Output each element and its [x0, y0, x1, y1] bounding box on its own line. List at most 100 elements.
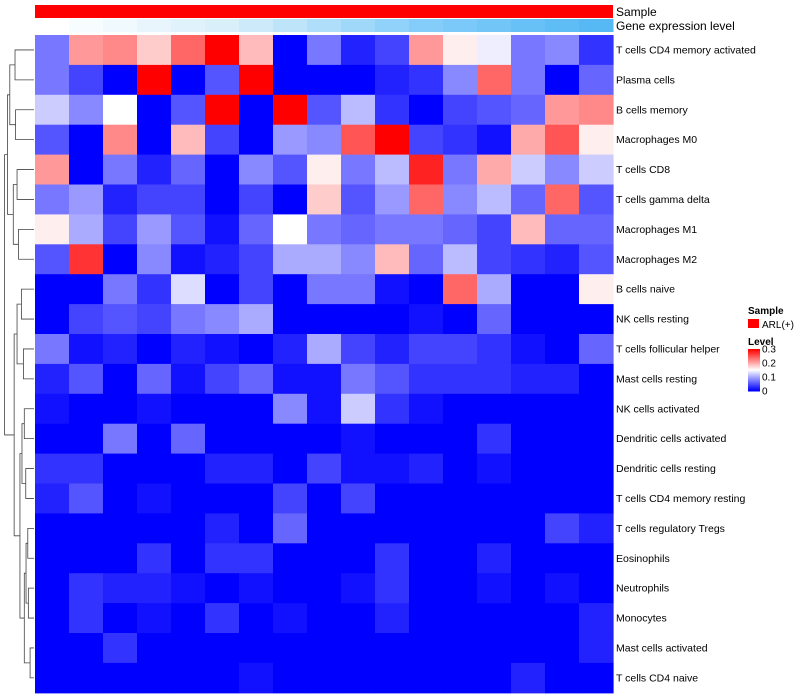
heatmap-cell — [307, 662, 342, 694]
heatmap-cell — [137, 393, 172, 425]
heatmap-cell — [375, 423, 410, 455]
legend-colorbar-step — [748, 386, 760, 388]
dendrogram-branch — [23, 408, 34, 440]
heatmap-cell — [307, 154, 342, 186]
heatmap-cell — [579, 363, 614, 395]
legend-colorbar-step — [748, 351, 760, 353]
heatmap-cell — [375, 154, 410, 186]
heatmap-cell — [205, 64, 240, 96]
heatmap-cell — [205, 603, 240, 634]
heatmap-cell — [477, 184, 512, 215]
heatmap-cell — [103, 603, 138, 634]
heatmap-cell — [273, 64, 308, 96]
heatmap-cell — [375, 543, 410, 574]
heatmap-cell — [477, 603, 512, 634]
heatmap-cell — [409, 304, 444, 335]
dendrogram-branch — [23, 348, 34, 380]
dendrogram-branch — [16, 303, 24, 365]
heatmap-cell — [341, 633, 376, 664]
heatmap-cell — [273, 453, 308, 485]
dendrogram-branch — [4, 154, 15, 436]
heatmap-cell — [579, 64, 614, 96]
heatmap-cell — [239, 483, 274, 514]
heatmap-cell — [341, 573, 376, 604]
heatmap-cell — [375, 94, 410, 126]
heatmap-cell — [511, 334, 546, 365]
heatmap-cell — [341, 124, 376, 156]
heatmap-cell — [137, 35, 172, 66]
heatmap-cell — [579, 304, 614, 335]
heatmap-cell — [239, 334, 274, 365]
legend-colorbar-step — [748, 355, 760, 357]
legend-colorbar-step — [748, 380, 760, 382]
expression-annotation-cell — [103, 19, 138, 32]
heatmap-cell — [443, 393, 478, 425]
heatmap-cell — [69, 64, 104, 96]
expression-annotation-cell — [477, 19, 512, 32]
heatmap-cell — [511, 423, 546, 455]
heatmap-cell — [239, 154, 274, 186]
heatmap-cell — [103, 244, 138, 275]
heatmap-cell — [171, 64, 206, 96]
heatmap-cell — [545, 363, 580, 395]
heatmap-cell — [443, 124, 478, 156]
heatmap-cell — [103, 154, 138, 186]
heatmap-cell — [35, 483, 70, 514]
heatmap-cell — [477, 274, 512, 305]
row-label: T cells CD4 memory resting — [616, 493, 745, 505]
heatmap-cell — [35, 304, 70, 335]
heatmap-cell — [477, 35, 512, 66]
heatmap-cell — [511, 573, 546, 604]
heatmap-cell — [69, 513, 104, 544]
heatmap-cell — [171, 393, 206, 425]
legend-colorbar-step — [748, 358, 760, 360]
heatmap-cell — [307, 214, 342, 245]
heatmap-cell — [443, 453, 478, 485]
heatmap-cell — [273, 184, 308, 215]
row-label: Plasma cells — [616, 74, 675, 86]
heatmap-cell — [205, 124, 240, 156]
dendrogram-branch — [16, 169, 34, 200]
row-label: T cells CD4 memory activated — [616, 44, 756, 56]
heatmap-cell — [239, 304, 274, 335]
heatmap-cell — [341, 184, 376, 215]
legend-colorbar-step — [748, 364, 760, 366]
legend-colorbar-step — [748, 376, 760, 378]
heatmap-cell — [443, 513, 478, 544]
heatmap-cell — [511, 184, 546, 215]
sample-annotation-bar — [35, 5, 613, 18]
heatmap-cell — [341, 334, 376, 365]
legend-colorbar-step — [748, 353, 760, 355]
heatmap-cell — [477, 124, 512, 156]
heatmap-cell — [69, 274, 104, 305]
heatmap-cell — [511, 35, 546, 66]
heatmap-cell — [239, 184, 274, 215]
heatmap-cell — [35, 35, 70, 66]
heatmap-cell — [511, 453, 546, 485]
heatmap-cell — [375, 274, 410, 305]
legend-colorbar-step — [748, 385, 760, 387]
heatmap-cell — [137, 244, 172, 275]
heatmap-cell — [409, 662, 444, 694]
legend-colorbar-step — [748, 388, 760, 390]
heatmap-cell — [443, 184, 478, 215]
heatmap-cell — [69, 603, 104, 634]
heatmap-cell — [409, 633, 444, 664]
row-label: T cells regulatory Tregs — [616, 523, 725, 535]
row-label: Monocytes — [616, 613, 667, 625]
heatmap-cell — [579, 513, 614, 544]
heatmap-cell — [307, 94, 342, 126]
heatmap-cell — [273, 124, 308, 156]
row-label: Macrophages M1 — [616, 224, 697, 236]
heatmap-cell — [511, 393, 546, 425]
heatmap-cell — [477, 662, 512, 694]
expression-annotation-cell — [273, 19, 308, 32]
legend-level-tick: 0.3 — [762, 345, 776, 356]
legend-colorbar-step — [748, 372, 760, 374]
heatmap-cell — [273, 154, 308, 186]
heatmap-cell — [137, 124, 172, 156]
heatmap-cell — [341, 214, 376, 245]
row-label: Neutrophils — [616, 583, 669, 595]
legend-colorbar-step — [748, 382, 760, 384]
heatmap-cell — [443, 573, 478, 604]
